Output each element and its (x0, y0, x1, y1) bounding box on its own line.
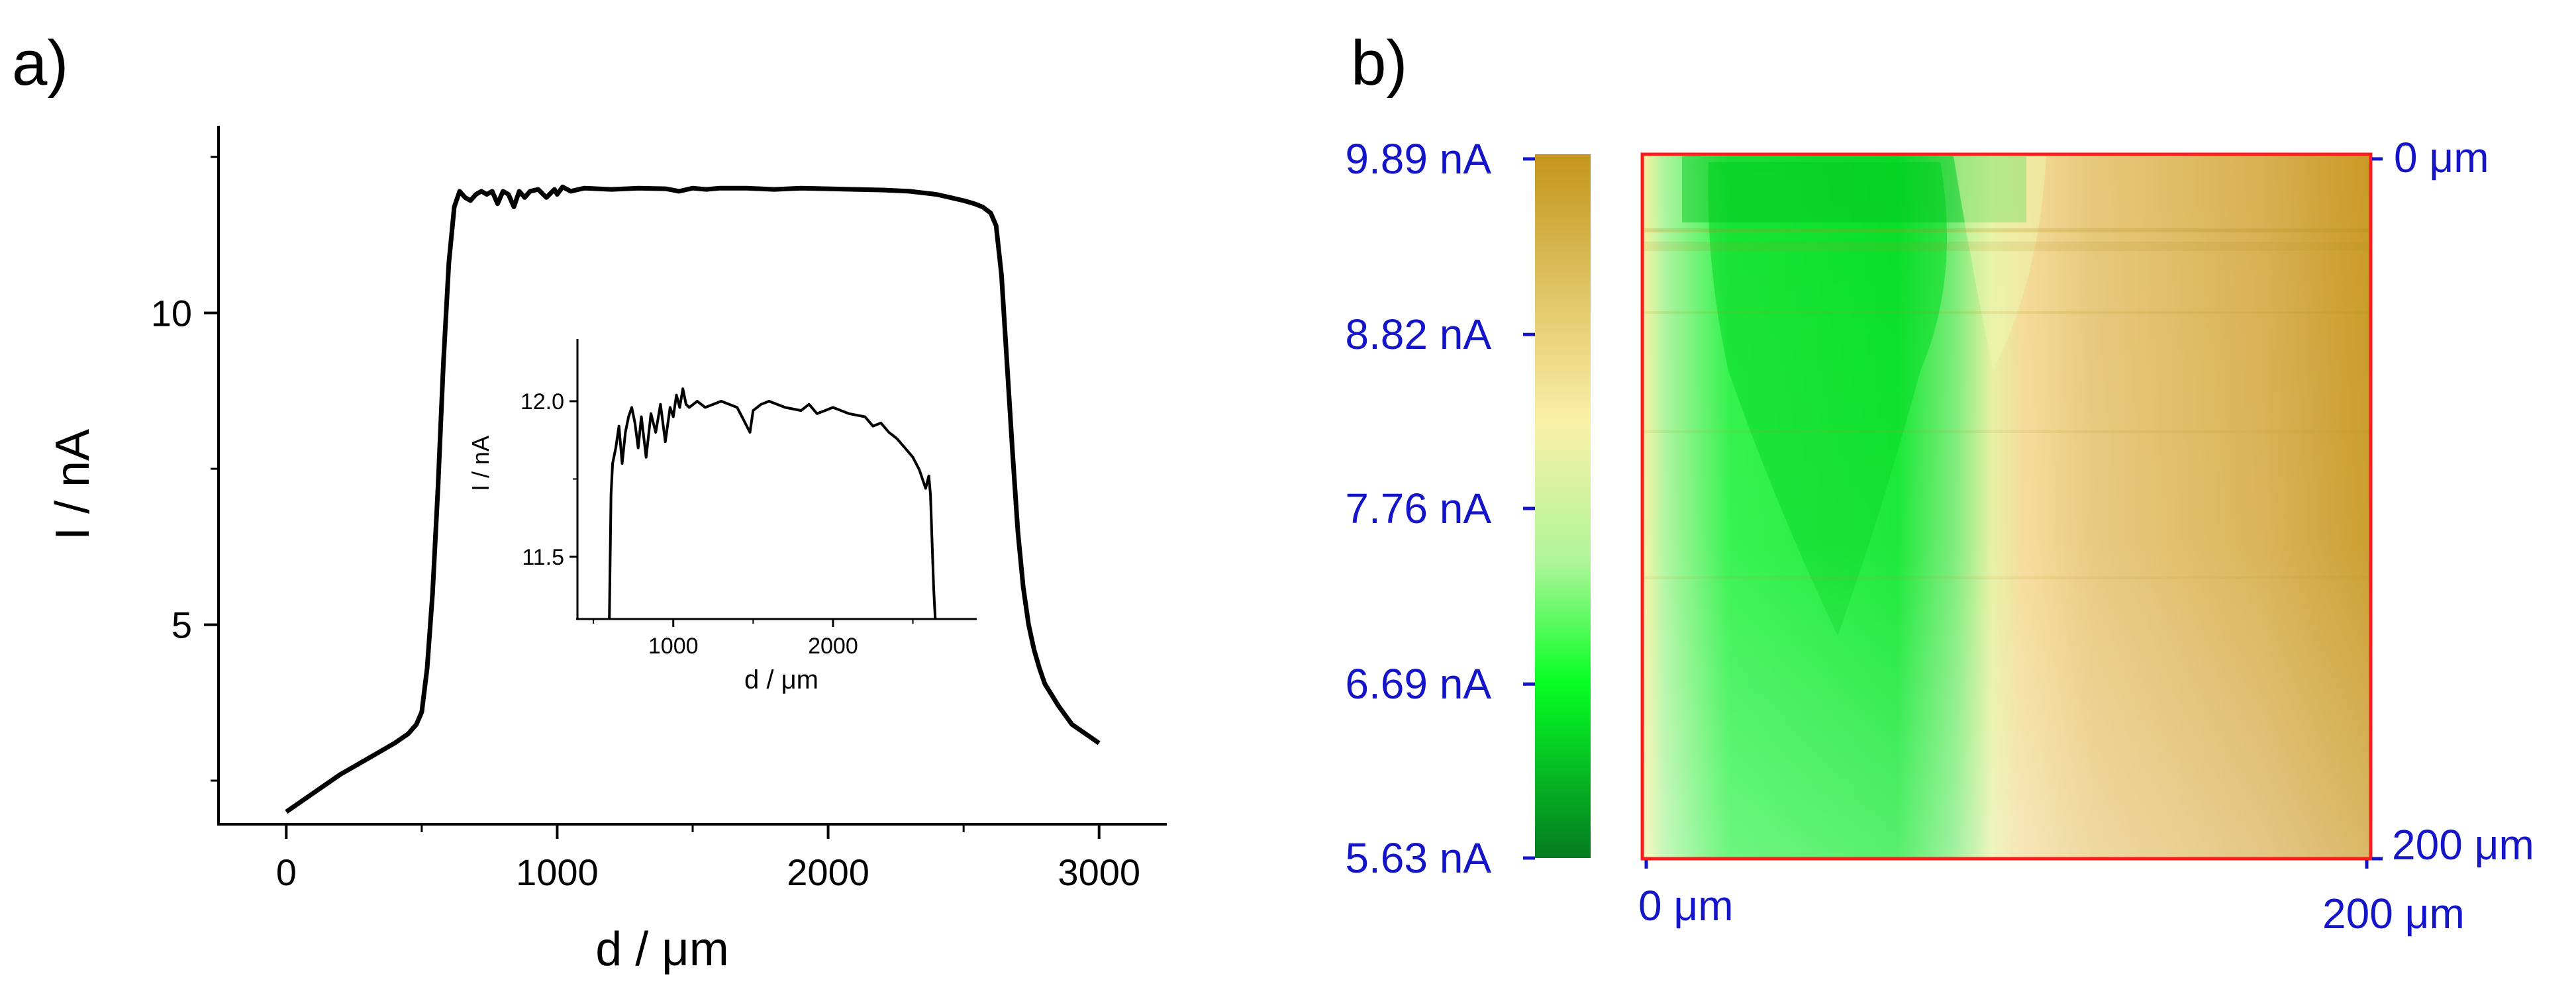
map-x-tick-label: 200 μm (2322, 890, 2465, 937)
heatmap-frame (1640, 152, 2373, 861)
map-x-axis: 0 μm 200 μm (1638, 860, 2465, 937)
inset-axes (576, 339, 977, 620)
colorbar-tick-label: 5.63 nA (1345, 834, 1491, 882)
map-x-tick-label: 0 μm (1638, 882, 1734, 930)
colorbar (1535, 154, 1591, 858)
panel-label-a: a) (12, 28, 68, 99)
heatmap (1640, 152, 2373, 861)
inset-x-tick-label: 1000 (648, 634, 699, 659)
heatmap-fade (1642, 154, 2371, 859)
inset-x-axis-label: d / μm (744, 665, 818, 694)
x-tick-label: 0 (276, 851, 297, 893)
inset-profile-line (608, 387, 937, 620)
map-y-tick-label: 200 μm (2392, 821, 2534, 869)
colorbar-ticks: 9.89 nA 8.82 nA 7.76 nA 6.69 nA 5.63 nA (1345, 135, 1535, 882)
x-tick-label: 3000 (1058, 851, 1140, 893)
main-axes (217, 126, 1167, 826)
inset-ticks: 1000 2000 11.5 12.0 (520, 389, 914, 659)
y-tick-label: 10 (151, 293, 192, 334)
inset-x-tick-label: 2000 (808, 634, 858, 659)
x-tick-label: 2000 (787, 851, 869, 893)
y-tick-label: 5 (172, 604, 192, 646)
map-y-tick-label: 0 μm (2394, 134, 2489, 181)
panel-label-b: b) (1351, 28, 1407, 99)
colorbar-tick-label: 8.82 nA (1345, 311, 1491, 358)
colorbar-tick-label: 6.69 nA (1345, 660, 1491, 708)
x-axis-label: d / μm (595, 923, 729, 976)
inset-y-tick-label: 12.0 (520, 389, 564, 414)
map-y-axis: 0 μm 200 μm (2372, 134, 2534, 869)
current-profile-line (285, 184, 1101, 814)
inset-y-axis-label: I / nA (467, 436, 494, 491)
main-ticks: 0 1000 2000 3000 5 10 (151, 156, 1140, 893)
x-tick-label: 1000 (516, 851, 599, 893)
colorbar-tick-label: 9.89 nA (1345, 135, 1491, 183)
colorbar-tick-label: 7.76 nA (1345, 485, 1491, 532)
inset-y-tick-label: 11.5 (522, 545, 564, 570)
y-axis-label: I / nA (46, 429, 99, 540)
